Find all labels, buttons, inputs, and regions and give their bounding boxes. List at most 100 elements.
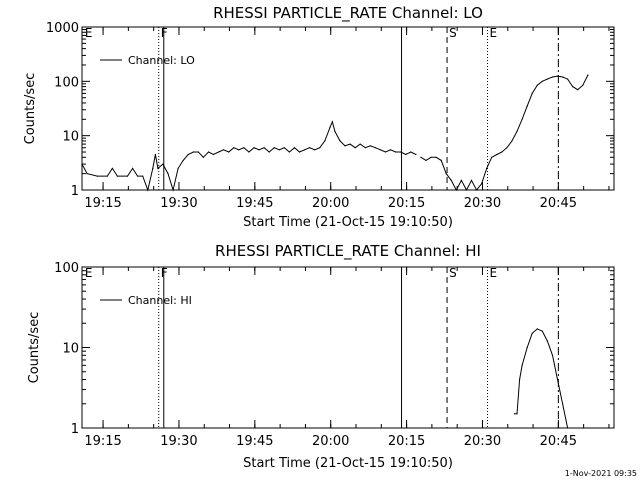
data-point <box>359 143 361 145</box>
data-point <box>476 189 478 191</box>
data-point <box>491 156 493 158</box>
chart-title: RHESSI PARTICLE_RATE Channel: HI <box>215 242 481 261</box>
y-tick-label: 1000 <box>46 21 79 36</box>
data-point <box>86 173 88 175</box>
data-point <box>481 183 483 185</box>
x-tick-label: 19:30 <box>160 196 197 211</box>
x-tick-label: 19:45 <box>236 434 273 449</box>
data-point <box>445 173 447 175</box>
data-point <box>496 153 498 156</box>
data-point <box>374 147 376 149</box>
data-point <box>304 149 306 151</box>
data-point <box>541 330 543 332</box>
plot-frame <box>81 266 615 429</box>
data-point <box>334 130 336 132</box>
event-marker-label: E <box>490 26 498 40</box>
x-tick-label: 20:30 <box>464 196 501 211</box>
data-point <box>314 149 316 151</box>
event-marker-label: S <box>449 26 457 40</box>
timestamp-footer: 1-Nov-2021 09:35 <box>565 469 637 478</box>
data-point <box>516 413 518 415</box>
data-point <box>390 149 392 151</box>
y-tick-label: 10 <box>62 130 79 145</box>
data-point <box>253 147 255 149</box>
event-marker-label: E <box>490 266 498 280</box>
data-point <box>546 340 549 342</box>
data-point <box>238 149 240 151</box>
data-point <box>116 175 118 177</box>
panel-hi: RHESSI PARTICLE_RATE Channel: HI 1 10 100 19… <box>27 242 615 471</box>
data-point <box>562 403 564 405</box>
data-point <box>567 427 569 429</box>
data-point <box>152 167 154 169</box>
data-point <box>293 147 296 149</box>
data-point <box>207 151 210 153</box>
data-point <box>268 151 270 153</box>
data-point <box>513 413 516 415</box>
data-point <box>96 175 98 177</box>
x-tick-label: 19:15 <box>84 196 121 211</box>
data-point <box>154 153 156 156</box>
x-axis-label: Start Time (21-Oct-15 19:10:50) <box>243 215 453 230</box>
data-point <box>400 151 402 153</box>
data-point <box>167 173 169 175</box>
data-point <box>81 163 83 165</box>
data-point <box>228 151 230 153</box>
event-marker-label: E <box>85 26 93 40</box>
series-line <box>81 120 417 192</box>
data-point <box>319 147 321 149</box>
data-point <box>283 147 285 149</box>
y-tick-label: 1 <box>71 422 79 437</box>
data-point <box>455 189 457 191</box>
data-point <box>248 151 250 153</box>
data-point <box>288 151 290 153</box>
data-point <box>273 147 275 149</box>
data-point <box>526 346 528 349</box>
data-point <box>177 167 179 169</box>
data-point <box>324 140 326 142</box>
data-point <box>521 364 523 366</box>
data-point <box>551 354 554 356</box>
data-point <box>420 156 422 158</box>
data-point <box>182 159 184 161</box>
data-point <box>233 147 235 149</box>
data-point <box>582 84 584 86</box>
data-point <box>344 145 346 147</box>
y-axis-label: Counts/sec <box>23 73 38 145</box>
x-tick-label: 19:15 <box>84 434 121 449</box>
data-point <box>202 156 204 158</box>
data-point <box>379 149 382 151</box>
plot-frame <box>81 26 615 191</box>
x-tick-label: 19:45 <box>236 196 273 211</box>
data-point <box>410 151 412 153</box>
chart-title: RHESSI PARTICLE_RATE Channel: LO <box>213 4 483 23</box>
data-point <box>587 74 589 76</box>
data-point <box>541 80 543 82</box>
panel-lo: RHESSI PARTICLE_RATE Channel: LO 1 10 100 10… <box>23 4 615 230</box>
series-line <box>514 328 569 429</box>
legend-label: Channel: HI <box>128 294 192 307</box>
x-tick-label: 20:45 <box>540 196 577 211</box>
data-point <box>263 147 265 149</box>
data-point <box>577 89 579 91</box>
y-tick-label: 100 <box>54 75 79 90</box>
data-point <box>162 163 164 165</box>
data-point <box>430 156 432 158</box>
data-point <box>172 189 174 191</box>
data-point <box>384 151 387 153</box>
x-axis-label: Start Time (21-Oct-15 19:10:50) <box>243 456 453 471</box>
data-point <box>187 153 189 156</box>
data-point <box>415 153 417 156</box>
data-point <box>243 147 245 149</box>
data-point <box>278 149 280 151</box>
data-point <box>212 153 215 156</box>
data-point <box>425 159 427 161</box>
y-tick-label: 10 <box>62 342 79 357</box>
data-point <box>369 145 371 147</box>
data-point <box>364 147 366 149</box>
data-point <box>531 92 533 94</box>
data-point <box>142 175 144 177</box>
data-point <box>551 76 554 78</box>
